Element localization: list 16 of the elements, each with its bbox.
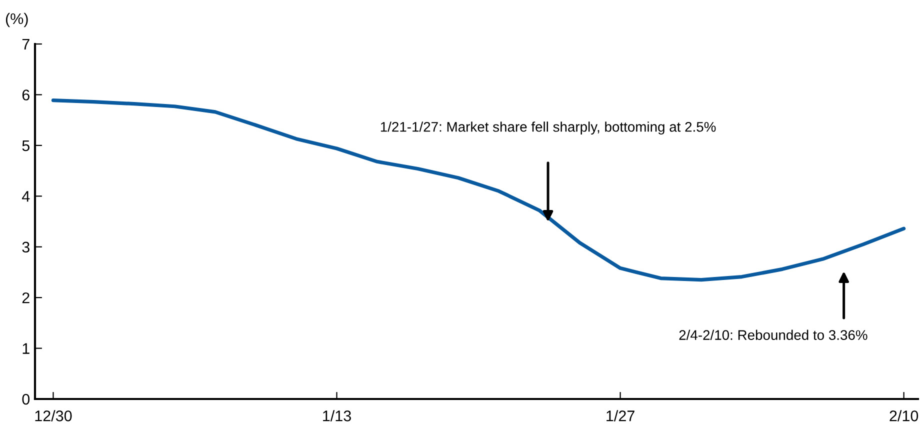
x-tick-label: 1/13 [323,410,351,422]
x-tick-label: 12/30 [35,410,72,422]
x-tick-label: 1/27 [606,410,634,422]
x-tick-label: 2/10 [890,410,918,422]
y-tick-label: 1 [22,343,30,354]
y-tick-label: 3 [22,242,30,253]
y-tick-label: 7 [22,39,30,50]
y-axis-title: (%) [6,12,28,28]
y-tick-label: 5 [22,140,30,152]
line-series [51,98,906,282]
y-tick-label: 0 [22,394,30,405]
y-tick-label: 2 [22,292,30,304]
annotation: 2/4-2/10: Rebounded to 3.36% [679,330,868,340]
y-tick-label: 4 [22,191,30,202]
annotation: 1/21-1/27: Market share fell sharply, bottoming at 2.5% [380,122,716,135]
y-tick-label: 6 [22,90,30,100]
